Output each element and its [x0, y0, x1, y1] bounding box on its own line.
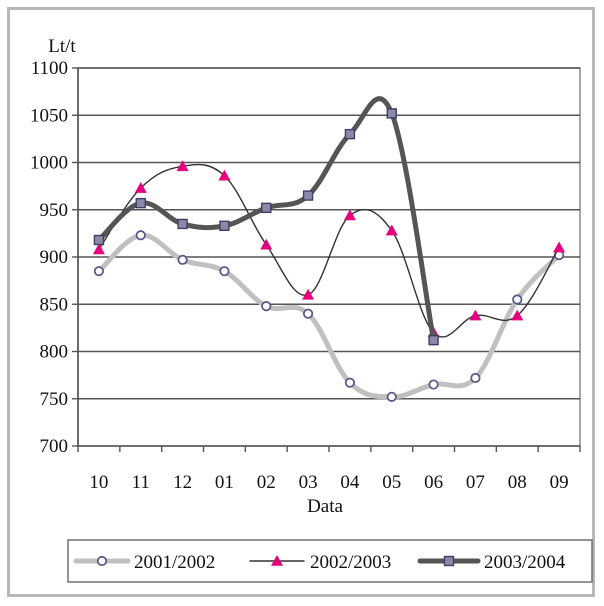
- data-point-triangle: [134, 182, 147, 193]
- y-tick-label: 700: [40, 436, 69, 457]
- legend-label: 2003/2004: [484, 552, 566, 573]
- data-point-circle: [512, 294, 523, 305]
- y-tick-label: 850: [40, 294, 69, 315]
- x-tick-label: 10: [89, 472, 108, 493]
- x-tick-label: 08: [508, 472, 527, 493]
- legend-label: 2002/2003: [310, 552, 391, 573]
- data-point-triangle: [260, 238, 273, 250]
- data-point-circle: [177, 254, 188, 265]
- y-tick-label: 800: [40, 342, 69, 363]
- x-tick-label: 12: [173, 472, 192, 493]
- data-point-triangle: [385, 224, 398, 236]
- legend-box: [67, 539, 593, 583]
- series-2002-2003: [92, 160, 566, 338]
- data-point-square: [428, 334, 439, 346]
- data-point-circle: [344, 377, 356, 388]
- y-tick-label: 900: [40, 247, 69, 268]
- data-point-triangle: [92, 243, 105, 255]
- data-point-square: [261, 202, 272, 214]
- data-point-triangle: [271, 555, 283, 566]
- y-tick-label: 1050: [30, 105, 68, 126]
- data-point-square: [302, 190, 314, 201]
- data-point-square: [443, 555, 455, 567]
- data-point-circle: [386, 391, 397, 402]
- x-axis-label: Data: [307, 496, 343, 517]
- data-point-triangle: [511, 309, 524, 321]
- x-tick-label: 05: [382, 472, 401, 493]
- data-point-circle: [470, 372, 481, 384]
- data-point-circle: [261, 301, 272, 312]
- series-2003-2004: [93, 96, 439, 346]
- data-point-triangle: [302, 288, 315, 300]
- x-tick-label: 07: [466, 472, 485, 493]
- data-point-square: [135, 197, 146, 209]
- data-point-circle: [219, 266, 230, 277]
- data-point-triangle: [469, 309, 482, 321]
- data-point-triangle: [218, 169, 231, 181]
- data-point-circle: [93, 266, 105, 277]
- x-tick-label: 01: [215, 472, 234, 493]
- data-point-circle: [135, 230, 146, 241]
- data-point-triangle: [343, 209, 356, 221]
- data-point-square: [93, 234, 105, 246]
- x-tick-label: 04: [340, 472, 360, 493]
- series-line: [96, 96, 437, 343]
- x-tick-label: 02: [257, 472, 276, 493]
- x-tick-label: 11: [132, 472, 150, 493]
- y-axis-label: Lt/t: [48, 36, 76, 57]
- data-point-circle: [96, 555, 108, 567]
- x-tick-label: 09: [550, 472, 569, 493]
- y-tick-label: 750: [40, 389, 69, 410]
- x-tick-label: 06: [424, 472, 443, 493]
- legend: 2001/2002 2002/2003 2003/2004: [67, 539, 593, 583]
- data-point-square: [386, 108, 397, 119]
- data-point-circle: [428, 379, 439, 390]
- data-point-square: [344, 128, 356, 140]
- data-point-square: [219, 220, 230, 232]
- y-tick-label: 1000: [30, 153, 68, 174]
- data-point-triangle: [176, 160, 189, 172]
- legend-label: 2001/2002: [134, 552, 215, 573]
- series-2001-2002: [93, 230, 565, 402]
- data-point-square: [177, 218, 188, 230]
- x-tick-label: 03: [299, 472, 318, 493]
- y-tick-label: 1100: [31, 58, 68, 79]
- data-point-triangle: [553, 241, 566, 253]
- data-point-circle: [302, 308, 314, 319]
- y-tick-label: 950: [40, 200, 69, 221]
